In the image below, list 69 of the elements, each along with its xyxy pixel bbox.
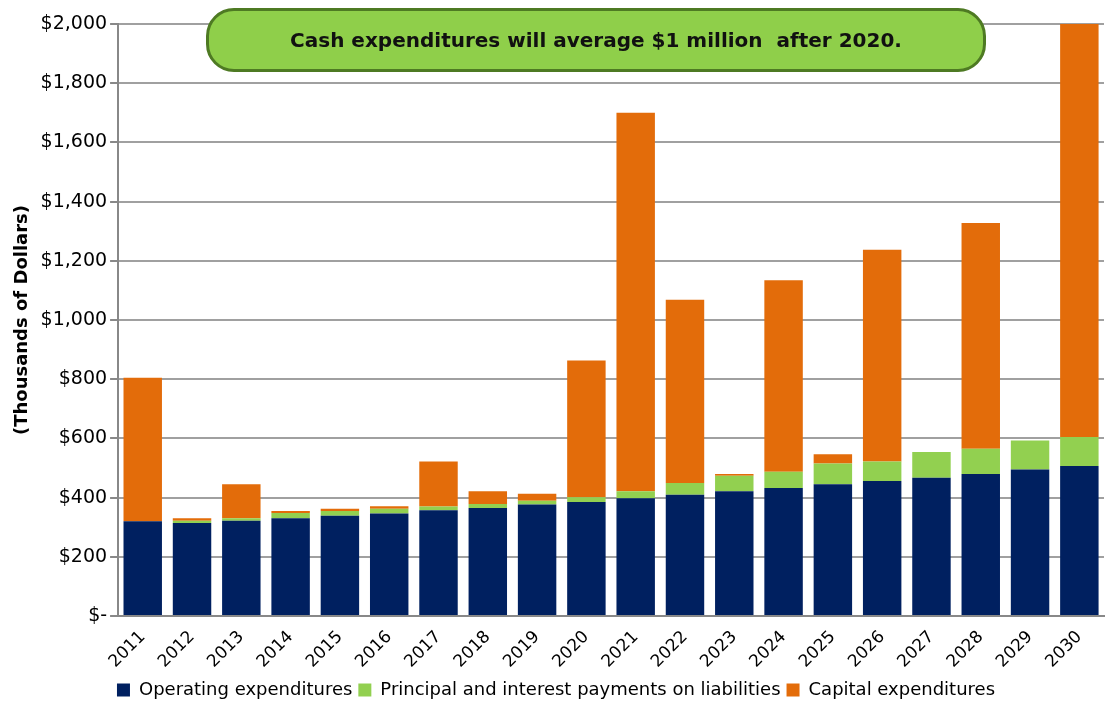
- bar: [468, 507, 508, 615]
- y-tick-label: $1,800: [40, 70, 108, 93]
- bar: [271, 512, 310, 519]
- bar: [616, 491, 655, 499]
- bar: [912, 452, 951, 478]
- bar: [1060, 436, 1099, 466]
- bar: [320, 508, 360, 511]
- bar: [369, 513, 409, 615]
- bar: [1060, 24, 1099, 437]
- bar: [715, 475, 754, 492]
- bar: [1060, 465, 1099, 615]
- bar: [222, 520, 261, 615]
- bar: [813, 454, 853, 464]
- bar: [813, 463, 853, 485]
- y-tick-label: $1,200: [40, 247, 108, 270]
- legend-label: Capital expenditures: [808, 677, 996, 699]
- title-banner: Cash expenditures will average $1 million after 2020.: [206, 8, 986, 72]
- bar: [567, 360, 606, 498]
- bar: [1010, 469, 1050, 615]
- bar: [222, 518, 261, 521]
- y-tick-label: $1,400: [40, 188, 108, 211]
- y-tick-label: $200: [58, 543, 108, 566]
- bar: [320, 515, 360, 615]
- y-tick-label: $1,000: [40, 306, 108, 329]
- bar: [369, 508, 409, 514]
- bar: [665, 299, 705, 484]
- y-tick-label: $-: [88, 602, 108, 625]
- bar: [715, 491, 754, 615]
- bar: [123, 377, 162, 522]
- bar: [862, 461, 902, 482]
- bar: [320, 510, 360, 516]
- y-tick-label: $800: [58, 366, 108, 389]
- legend-label: Operating expenditures: [138, 677, 353, 699]
- bar: [862, 481, 902, 615]
- bar: [961, 473, 1000, 615]
- bar: [222, 484, 261, 519]
- bar: [419, 506, 458, 511]
- bar: [764, 471, 803, 489]
- bar: [369, 506, 409, 509]
- bar: [764, 280, 803, 472]
- bar: [665, 494, 705, 615]
- bar: [567, 502, 606, 615]
- bar: [172, 523, 212, 615]
- bar: [764, 488, 803, 615]
- bar: [813, 484, 853, 615]
- y-tick-label: $2,000: [40, 10, 108, 33]
- bar: [517, 493, 557, 501]
- bar: [912, 477, 951, 615]
- bar: [616, 112, 655, 492]
- y-tick-label: $1,600: [40, 129, 108, 152]
- bar: [616, 498, 655, 615]
- bar: [862, 249, 902, 462]
- bar: [123, 521, 162, 615]
- bar: [419, 510, 458, 615]
- bar: [468, 491, 508, 505]
- bar: [665, 483, 705, 495]
- bar: [961, 222, 1000, 449]
- bar: [567, 497, 606, 503]
- y-axis-title: (Thousands of Dollars): [10, 204, 32, 436]
- legend-label: Principal and interest payments on liabilities: [380, 677, 781, 699]
- bar: [271, 518, 310, 615]
- bar: [468, 504, 508, 508]
- bar: [1010, 440, 1050, 470]
- y-tick-label: $400: [58, 484, 108, 507]
- bar: [419, 461, 458, 507]
- bar: [271, 510, 310, 513]
- bar: [517, 504, 557, 615]
- bar: [961, 448, 1000, 474]
- y-tick-label: $600: [58, 425, 108, 448]
